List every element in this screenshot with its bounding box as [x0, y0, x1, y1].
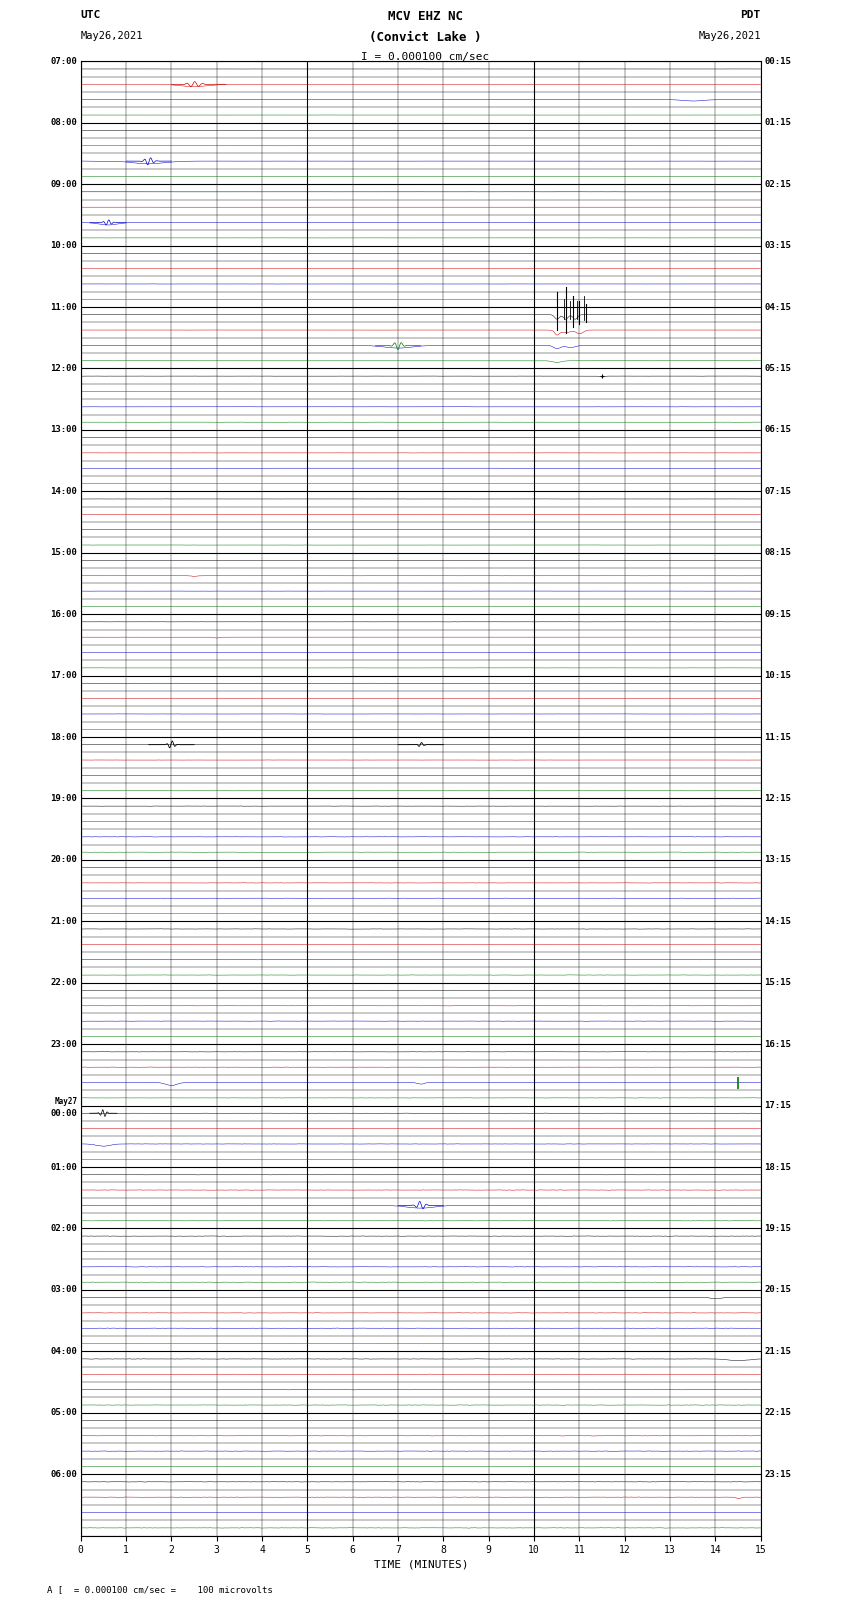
- Text: 02:15: 02:15: [764, 179, 791, 189]
- Text: 10:00: 10:00: [50, 240, 77, 250]
- Text: 11:15: 11:15: [764, 732, 791, 742]
- Text: 11:00: 11:00: [50, 303, 77, 311]
- Text: 10:15: 10:15: [764, 671, 791, 681]
- Text: 08:00: 08:00: [50, 118, 77, 127]
- Text: 05:00: 05:00: [50, 1408, 77, 1418]
- Text: 20:00: 20:00: [50, 855, 77, 865]
- Text: 22:00: 22:00: [50, 977, 77, 987]
- Text: UTC: UTC: [81, 10, 101, 19]
- Text: 17:15: 17:15: [764, 1102, 791, 1110]
- Text: 23:00: 23:00: [50, 1040, 77, 1048]
- Text: 21:15: 21:15: [764, 1347, 791, 1357]
- Text: 18:00: 18:00: [50, 732, 77, 742]
- Text: 17:00: 17:00: [50, 671, 77, 681]
- Text: 18:15: 18:15: [764, 1163, 791, 1171]
- Text: 19:15: 19:15: [764, 1224, 791, 1232]
- Text: 03:15: 03:15: [764, 240, 791, 250]
- Text: May27: May27: [54, 1097, 77, 1105]
- Text: MCV EHZ NC: MCV EHZ NC: [388, 10, 462, 23]
- Text: 13:15: 13:15: [764, 855, 791, 865]
- Text: 06:15: 06:15: [764, 426, 791, 434]
- Text: 15:15: 15:15: [764, 977, 791, 987]
- Text: 01:00: 01:00: [50, 1163, 77, 1171]
- Text: 14:15: 14:15: [764, 916, 791, 926]
- Text: 00:15: 00:15: [764, 56, 791, 66]
- Text: 01:15: 01:15: [764, 118, 791, 127]
- Text: 09:00: 09:00: [50, 179, 77, 189]
- Text: 07:15: 07:15: [764, 487, 791, 495]
- Text: 02:00: 02:00: [50, 1224, 77, 1232]
- Text: 06:00: 06:00: [50, 1469, 77, 1479]
- Text: 16:15: 16:15: [764, 1040, 791, 1048]
- X-axis label: TIME (MINUTES): TIME (MINUTES): [373, 1560, 468, 1569]
- Text: (Convict Lake ): (Convict Lake ): [369, 31, 481, 44]
- Text: 00:00: 00:00: [50, 1108, 77, 1118]
- Text: 15:00: 15:00: [50, 548, 77, 556]
- Text: 20:15: 20:15: [764, 1286, 791, 1294]
- Text: I = 0.000100 cm/sec: I = 0.000100 cm/sec: [361, 52, 489, 61]
- Text: 23:15: 23:15: [764, 1469, 791, 1479]
- Text: 05:15: 05:15: [764, 365, 791, 373]
- Text: 14:00: 14:00: [50, 487, 77, 495]
- Text: 12:15: 12:15: [764, 794, 791, 803]
- Text: 13:00: 13:00: [50, 426, 77, 434]
- Text: 22:15: 22:15: [764, 1408, 791, 1418]
- Text: PDT: PDT: [740, 10, 761, 19]
- Text: 04:00: 04:00: [50, 1347, 77, 1357]
- Text: 19:00: 19:00: [50, 794, 77, 803]
- Text: 21:00: 21:00: [50, 916, 77, 926]
- Text: 04:15: 04:15: [764, 303, 791, 311]
- Text: 12:00: 12:00: [50, 365, 77, 373]
- Text: 08:15: 08:15: [764, 548, 791, 556]
- Text: May26,2021: May26,2021: [698, 31, 761, 40]
- Text: May26,2021: May26,2021: [81, 31, 144, 40]
- Text: 07:00: 07:00: [50, 56, 77, 66]
- Text: A [  = 0.000100 cm/sec =    100 microvolts: A [ = 0.000100 cm/sec = 100 microvolts: [47, 1584, 273, 1594]
- Text: 16:00: 16:00: [50, 610, 77, 619]
- Text: 09:15: 09:15: [764, 610, 791, 619]
- Text: 03:00: 03:00: [50, 1286, 77, 1294]
